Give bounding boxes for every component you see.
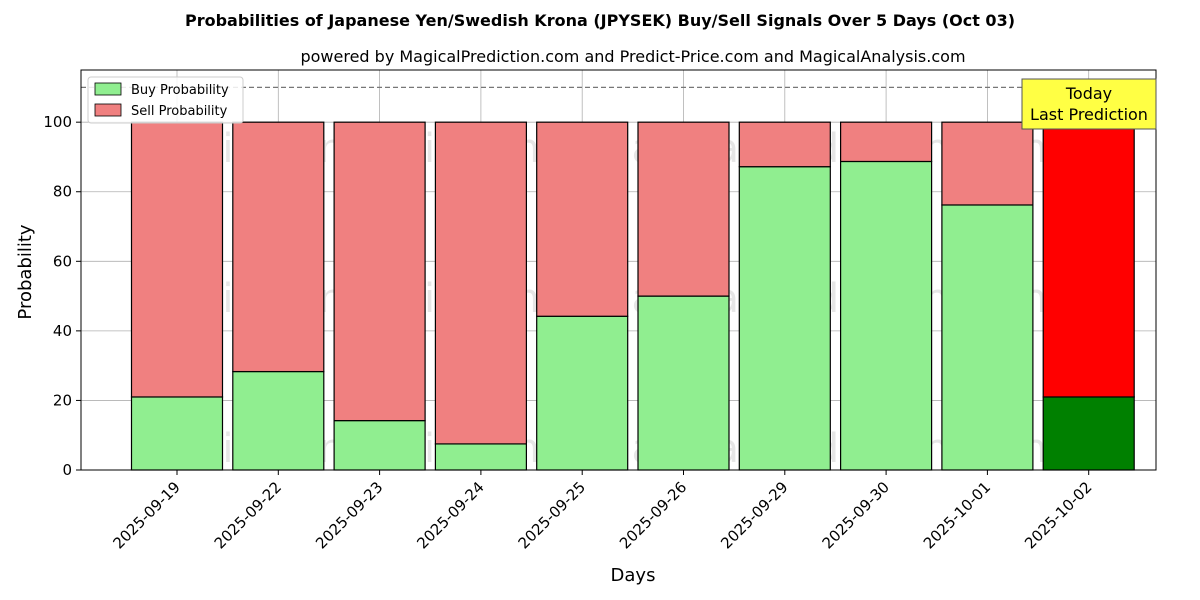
sell-bar xyxy=(434,121,527,445)
today-annotation-line1: Today xyxy=(1065,84,1112,103)
sell-bar xyxy=(333,121,426,422)
sell-bar xyxy=(232,121,325,373)
chart-title: Probabilities of Japanese Yen/Swedish Kr… xyxy=(185,11,1015,30)
x-tick-label: 2025-09-23 xyxy=(312,478,386,552)
buy-bar xyxy=(637,295,730,471)
y-tick-label: 80 xyxy=(53,183,72,201)
y-axis-label: Probability xyxy=(15,224,36,319)
today-annotation: Today Last Prediction xyxy=(1021,78,1157,130)
sell-bar xyxy=(536,121,629,317)
legend-sell-swatch xyxy=(94,103,122,117)
bars xyxy=(130,121,1135,471)
sell-bar xyxy=(130,121,224,398)
legend-buy-label: Buy Probability xyxy=(131,83,229,98)
today-annotation-box xyxy=(1021,78,1157,130)
x-tick-label: 2025-09-29 xyxy=(717,478,791,552)
x-tick-label: 2025-10-02 xyxy=(1021,478,1095,552)
x-tick-label: 2025-09-19 xyxy=(109,478,183,552)
sell-bar xyxy=(1042,121,1135,398)
buy-bar xyxy=(839,160,933,471)
sell-bar xyxy=(839,121,933,163)
y-tick-label: 40 xyxy=(53,322,72,340)
buy-bar xyxy=(232,370,325,471)
sell-bar xyxy=(738,121,831,168)
legend: Buy Probability Sell Probability xyxy=(87,76,244,124)
x-tick-label: 2025-10-01 xyxy=(920,478,994,552)
sell-bar xyxy=(941,121,1034,206)
x-axis-label: Days xyxy=(611,565,656,586)
sell-bar xyxy=(637,121,730,297)
buy-bar xyxy=(738,166,831,471)
chart-subtitle: powered by MagicalPrediction.com and Pre… xyxy=(300,47,965,66)
buy-bar xyxy=(333,420,426,471)
buy-bar xyxy=(434,443,527,471)
x-tick-label: 2025-09-30 xyxy=(819,478,893,552)
buy-bar xyxy=(536,315,629,471)
x-tick-label: 2025-09-25 xyxy=(515,478,589,552)
buy-bar xyxy=(130,396,224,471)
y-axis-ticks: 0 20 40 60 80 100 xyxy=(43,113,81,479)
legend-buy-swatch xyxy=(94,82,122,96)
plot-frame xyxy=(80,69,1157,471)
x-tick-label: 2025-09-26 xyxy=(616,478,690,552)
x-axis-ticks: 2025-09-19 2025-09-22 2025-09-23 2025-09-24… xyxy=(109,470,1096,552)
legend-box xyxy=(87,76,244,124)
y-tick-label: 100 xyxy=(43,113,72,131)
y-tick-label: 60 xyxy=(53,252,72,270)
legend-sell-label: Sell Probability xyxy=(131,104,228,119)
buy-bar xyxy=(941,204,1034,471)
buy-bar xyxy=(1042,396,1135,471)
y-tick-label: 0 xyxy=(62,461,72,479)
y-tick-label: 20 xyxy=(53,391,72,409)
today-annotation-line2: Last Prediction xyxy=(1030,105,1148,124)
x-tick-label: 2025-09-24 xyxy=(413,478,487,552)
x-tick-label: 2025-09-22 xyxy=(211,478,285,552)
